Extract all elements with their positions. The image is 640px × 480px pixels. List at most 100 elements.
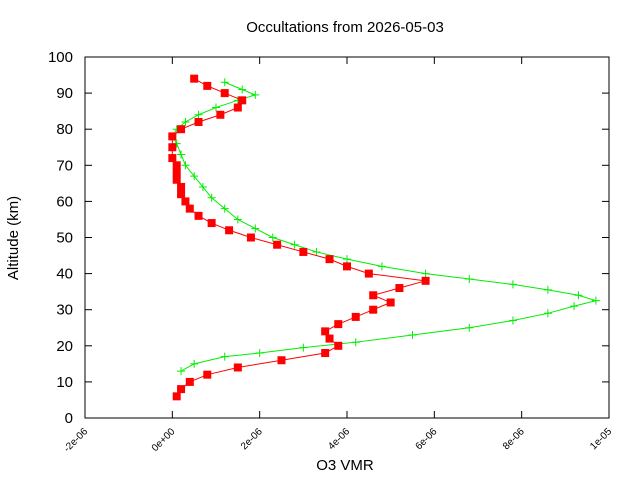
data-point <box>299 247 308 256</box>
data-point <box>268 233 277 242</box>
x-axis: -2e-06 0e+00 2e-06 4e-06 6e-06 8e-06 1e-05 <box>62 57 614 455</box>
x-tick-label: 8e-06 <box>501 426 527 452</box>
y-axis: 0 10 20 30 40 50 60 70 80 90 100 <box>48 49 609 427</box>
data-point <box>177 125 186 134</box>
data-point <box>207 193 216 202</box>
y-tick-label: 100 <box>48 49 73 66</box>
data-point <box>251 90 260 99</box>
data-point <box>216 110 225 119</box>
data-point <box>395 284 404 293</box>
chart-title: Occultations from 2026-05-03 <box>246 19 444 36</box>
x-tick-label: -2e-06 <box>62 426 91 455</box>
data-point <box>203 81 212 90</box>
data-point <box>351 338 360 347</box>
data-point <box>351 312 360 321</box>
data-point <box>369 305 378 314</box>
y-axis-label: Altitude (km) <box>5 196 22 280</box>
data-point <box>334 320 343 329</box>
data-point <box>172 161 181 170</box>
data-point <box>325 255 334 264</box>
data-point <box>465 323 474 332</box>
series-line <box>171 81 598 372</box>
data-point <box>190 74 199 83</box>
data-point <box>194 211 203 220</box>
data-point <box>508 316 517 325</box>
data-point <box>343 255 351 264</box>
series-line <box>171 78 426 397</box>
x-tick-label: 2e-06 <box>239 426 265 452</box>
x-tick-label: 6e-06 <box>414 426 440 452</box>
data-point <box>574 291 583 300</box>
data-point <box>181 117 190 126</box>
data-point <box>177 150 186 159</box>
data-point <box>369 291 378 300</box>
data-point <box>212 103 220 112</box>
data-point <box>277 356 286 365</box>
data-point <box>177 182 186 191</box>
data-point <box>421 276 430 285</box>
data-point <box>168 143 177 152</box>
x-axis-label: O3 VMR <box>316 457 374 474</box>
data-point <box>508 280 517 289</box>
data-point <box>238 96 247 105</box>
data-point <box>591 296 600 305</box>
data-point <box>220 204 229 213</box>
data-point <box>543 285 552 294</box>
data-point <box>177 367 186 376</box>
data-point <box>177 190 186 199</box>
data-point <box>321 349 330 358</box>
data-point <box>198 182 207 191</box>
data-point <box>220 89 229 98</box>
data-point <box>172 168 181 177</box>
data-point <box>465 275 474 284</box>
data-point <box>334 341 343 350</box>
data-point <box>246 233 255 242</box>
y-tick-label: 90 <box>56 85 73 102</box>
data-point <box>194 117 203 126</box>
y-tick-label: 40 <box>56 266 73 283</box>
data-point <box>255 349 264 358</box>
data-point <box>172 392 181 401</box>
data-point <box>220 352 229 361</box>
data-point <box>364 269 373 278</box>
x-tick-label: 1e-05 <box>588 426 614 452</box>
data-point <box>207 219 216 228</box>
data-point <box>408 330 417 339</box>
y-tick-label: 80 <box>56 121 73 138</box>
y-tick-label: 20 <box>56 338 73 355</box>
data-point <box>181 161 190 170</box>
data-point <box>570 302 579 311</box>
data-point <box>168 132 177 141</box>
data-point <box>168 154 177 163</box>
data-point <box>177 385 186 394</box>
data-point <box>290 240 299 249</box>
data-point <box>181 197 190 206</box>
data-point <box>233 363 242 372</box>
y-tick-label: 10 <box>56 374 73 391</box>
y-tick-label: 30 <box>56 302 73 319</box>
y-tick-label: 60 <box>56 193 73 210</box>
data-point <box>343 262 351 271</box>
data-point <box>325 334 334 343</box>
data-point <box>194 110 203 119</box>
data-point <box>225 226 234 235</box>
data-point <box>386 298 395 307</box>
x-tick-label: 0e+00 <box>150 426 178 454</box>
y-tick-label: 70 <box>56 157 73 174</box>
data-point <box>203 370 212 379</box>
data-point <box>273 240 282 249</box>
data-point <box>185 377 194 386</box>
data-point <box>299 343 308 352</box>
data-point <box>312 247 321 256</box>
data-point <box>185 204 194 213</box>
x-tick-label: 4e-06 <box>326 426 352 452</box>
y-tick-label: 0 <box>65 410 73 427</box>
data-point <box>190 172 199 181</box>
y-tick-label: 50 <box>56 230 73 247</box>
data-point <box>377 262 386 271</box>
data-point <box>238 85 247 94</box>
series-2 <box>168 74 430 401</box>
data-point <box>233 103 242 112</box>
plot-frame <box>84 56 610 419</box>
